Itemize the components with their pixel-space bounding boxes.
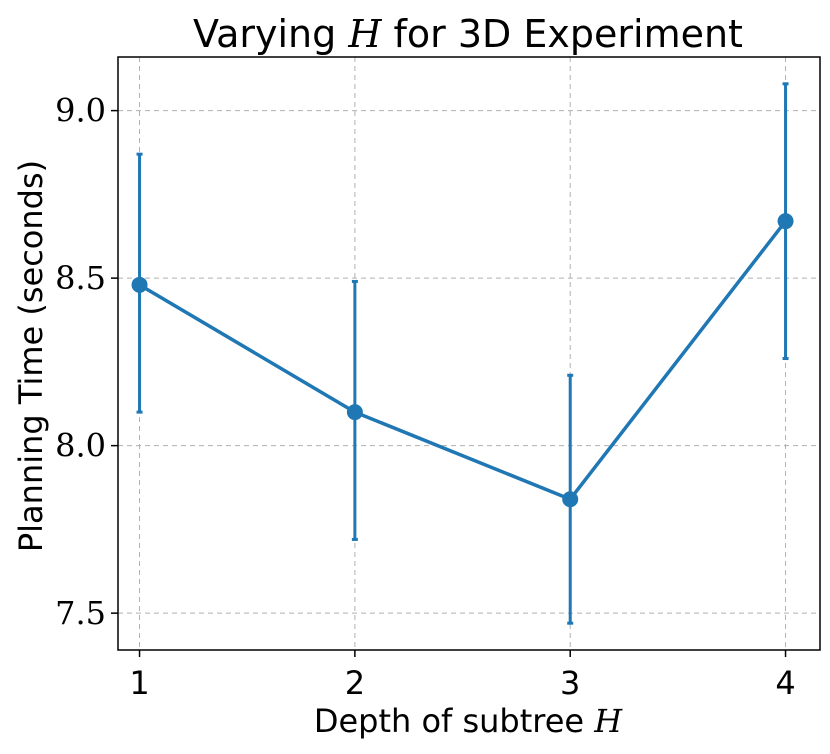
data-point <box>131 276 148 293</box>
grid <box>118 57 820 650</box>
y-tick-label: 8.0 <box>55 427 106 465</box>
x-tick-label: 3 <box>560 664 580 702</box>
y-tick-label: 7.5 <box>55 594 106 632</box>
series-line <box>138 220 787 501</box>
x-tick-label: 2 <box>345 664 365 702</box>
series-line-layer <box>138 220 787 501</box>
data-point <box>346 404 363 421</box>
x-axis-label: Depth of subtree H <box>314 702 623 740</box>
axis-ticks: 1 2 3 4 7.5 8.0 8.5 9.0 <box>55 92 796 702</box>
x-tick-label: 1 <box>129 664 149 702</box>
data-point <box>777 213 794 230</box>
x-tick-label: 4 <box>775 664 795 702</box>
chart-title: Varying H for 3D Experiment <box>193 12 743 56</box>
y-axis-label: Planning Time (seconds) <box>12 160 50 552</box>
error-bars <box>136 82 789 625</box>
data-points <box>131 213 794 508</box>
data-point <box>562 491 579 508</box>
y-tick-label: 8.5 <box>55 259 106 297</box>
y-tick-label: 9.0 <box>55 92 106 130</box>
plot-frame <box>117 56 821 651</box>
